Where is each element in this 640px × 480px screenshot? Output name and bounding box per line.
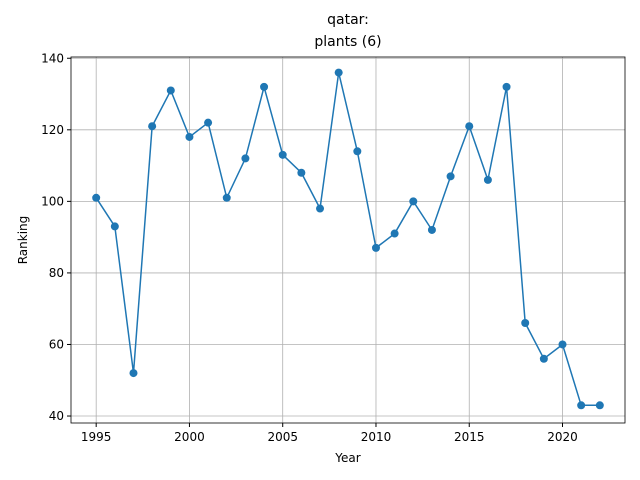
data-point: [110, 222, 119, 231]
data-point: [241, 154, 250, 163]
x-tick-label: 2015: [454, 430, 485, 444]
y-tick-label: 40: [49, 409, 64, 423]
x-tick-label: 2020: [547, 430, 578, 444]
y-tick-label: 100: [41, 194, 64, 208]
data-point: [204, 118, 213, 127]
data-point: [185, 132, 194, 141]
x-tick-label: 2010: [361, 430, 392, 444]
data-point: [539, 354, 548, 363]
y-tick-label: 120: [41, 123, 64, 137]
data-point: [148, 122, 157, 131]
data-point: [260, 82, 269, 91]
data-point: [371, 243, 380, 252]
x-tick-label: 2000: [174, 430, 205, 444]
data-point: [577, 401, 586, 410]
data-point: [278, 150, 287, 159]
data-point: [353, 147, 362, 156]
x-tick-label: 2005: [267, 430, 298, 444]
data-point: [446, 172, 455, 181]
data-point: [465, 122, 474, 131]
data-point: [297, 168, 306, 177]
data-point: [521, 319, 530, 328]
y-tick-label: 60: [49, 337, 64, 351]
chart-title: qatar:: [327, 12, 369, 28]
y-tick-label: 80: [49, 266, 64, 280]
x-axis-label: Year: [334, 451, 360, 465]
data-point: [558, 340, 567, 349]
data-point: [166, 86, 175, 95]
y-axis-label: Ranking: [16, 216, 30, 265]
data-point: [409, 197, 418, 206]
x-tick-label: 1995: [81, 430, 112, 444]
data-point: [483, 175, 492, 184]
plot-frame: [70, 56, 626, 424]
y-tick-label: 140: [41, 51, 64, 65]
chart-title: plants (6): [314, 34, 381, 50]
data-point: [129, 369, 138, 378]
data-line: [95, 72, 600, 407]
data-point: [427, 225, 436, 234]
data-point: [316, 204, 325, 213]
data-point: [92, 193, 101, 202]
data-point: [595, 401, 604, 410]
data-point: [334, 68, 343, 77]
data-point: [390, 229, 399, 238]
data-point: [502, 82, 511, 91]
data-point: [222, 193, 231, 202]
